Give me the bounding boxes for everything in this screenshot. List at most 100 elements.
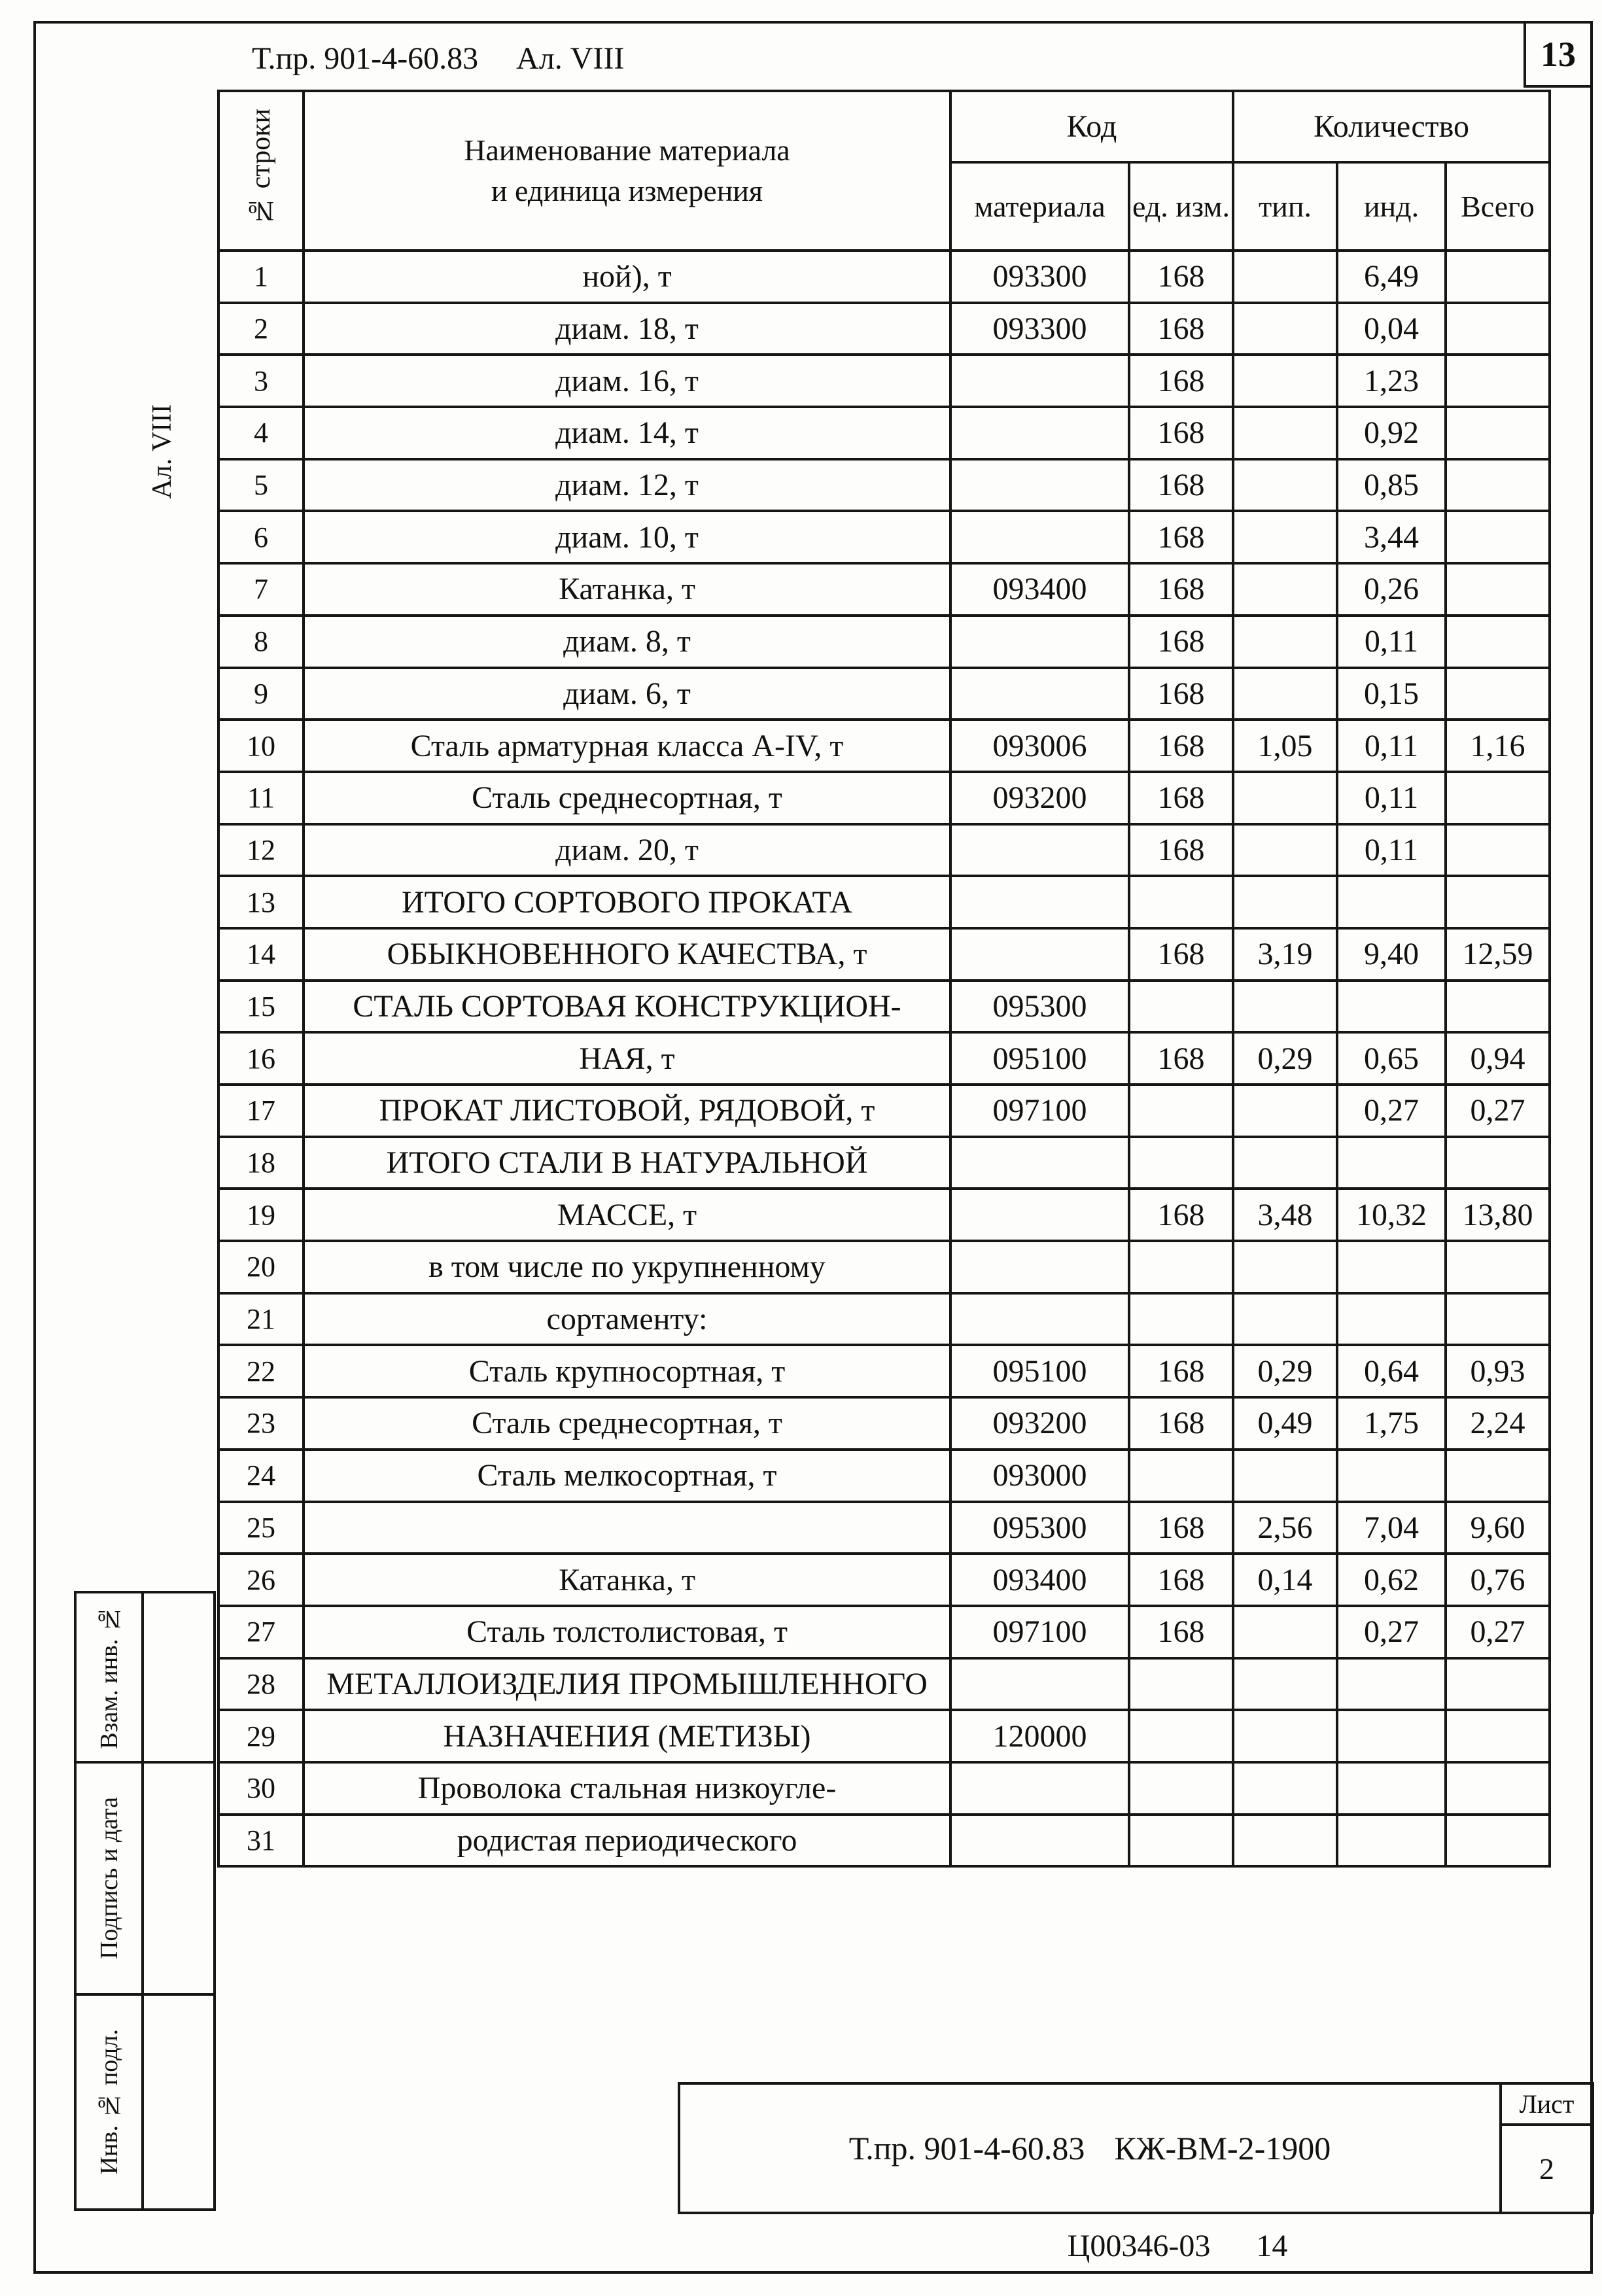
stamp-value-vzam — [144, 1593, 213, 1764]
qty-tip: 1,05 — [1232, 718, 1339, 773]
qty-tip: 0,49 — [1232, 1396, 1339, 1451]
qty-ind: 0,64 — [1336, 1344, 1448, 1399]
row-number: 19 — [217, 1187, 305, 1243]
qty-total: 0,93 — [1444, 1344, 1552, 1399]
table-row: 8 диам. 8, т 168 0,11 — [217, 614, 1552, 669]
stamp-label-podpis: Подпись и дата — [77, 1764, 144, 1996]
table-row: 1 ной), т 093300 168 6,49 — [217, 249, 1552, 304]
qty-total — [1444, 1709, 1552, 1764]
row-number: 13 — [217, 875, 305, 930]
material-code — [949, 1813, 1130, 1868]
qty-tip — [1232, 1448, 1339, 1503]
qty-ind — [1336, 1709, 1448, 1764]
row-number: 12 — [217, 822, 305, 878]
table-row: 24 Сталь мелкосортная, т 093000 — [217, 1448, 1552, 1503]
col-header-material-code: материала — [949, 161, 1130, 252]
footer-caption: Ц00346-03 14 — [949, 2228, 1406, 2264]
col-group-code: Код — [949, 90, 1235, 164]
table-row: 30 Проволока стальная низкоугле- — [217, 1760, 1552, 1816]
material-name: ной), т — [302, 249, 952, 304]
material-code — [949, 926, 1130, 982]
material-name: НАЗНАЧЕНИЯ (МЕТИЗЫ) — [302, 1709, 952, 1764]
table-row: 3 диам. 16, т 168 1,23 — [217, 353, 1552, 409]
material-name: Сталь среднесортная, т — [302, 770, 952, 826]
qty-total — [1444, 1240, 1552, 1295]
material-code: 120000 — [949, 1709, 1130, 1764]
unit-code — [1127, 1656, 1235, 1712]
material-name — [302, 1500, 952, 1556]
qty-tip — [1232, 1709, 1339, 1764]
qty-tip — [1232, 1604, 1339, 1660]
table-row: 5 диам. 12, т 168 0,85 — [217, 457, 1552, 513]
table-row: 20 в том числе по укрупненному — [217, 1240, 1552, 1295]
material-name: сортаменту: — [302, 1291, 952, 1347]
material-name: диам. 8, т — [302, 614, 952, 669]
unit-code — [1127, 1240, 1235, 1295]
col-header-total: Всего — [1444, 161, 1552, 252]
table-row: 28 МЕТАЛЛОИЗДЕЛИЯ ПРОМЫШЛЕННОГО — [217, 1656, 1552, 1712]
row-number: 29 — [217, 1709, 305, 1764]
qty-tip: 0,29 — [1232, 1031, 1339, 1086]
table-row: 10 Сталь арматурная класса А-IV, т 09300… — [217, 718, 1552, 773]
qty-tip — [1232, 822, 1339, 878]
qty-total — [1444, 822, 1552, 878]
unit-code: 168 — [1127, 249, 1235, 304]
qty-ind: 0,11 — [1336, 770, 1448, 826]
material-name: ИТОГО СТАЛИ В НАТУРАЛЬНОЙ — [302, 1135, 952, 1191]
qty-ind — [1336, 979, 1448, 1034]
unit-code: 168 — [1127, 666, 1235, 722]
unit-code: 168 — [1127, 1604, 1235, 1660]
title-block-code: КЖ-ВМ-2-1900 — [1114, 2130, 1331, 2166]
qty-total — [1444, 1135, 1552, 1191]
qty-tip — [1232, 875, 1339, 930]
qty-total — [1444, 1760, 1552, 1816]
material-name: в том числе по укрупненному — [302, 1240, 952, 1295]
stamp-label-vzam-text: Взам. инв. № — [95, 1605, 123, 1749]
unit-code: 168 — [1127, 353, 1235, 409]
qty-tip: 2,56 — [1232, 1500, 1339, 1556]
qty-tip — [1232, 979, 1339, 1034]
unit-code — [1127, 1291, 1235, 1347]
qty-tip — [1232, 666, 1339, 722]
col-header-tip: тип. — [1232, 161, 1339, 252]
qty-tip — [1232, 249, 1339, 304]
qty-ind: 0,65 — [1336, 1031, 1448, 1086]
eskd-stamp-block: Взам. инв. № Подпись и дата Инв. № подл. — [74, 1591, 216, 2211]
qty-ind: 10,32 — [1336, 1187, 1448, 1243]
qty-tip: 0,29 — [1232, 1344, 1339, 1399]
qty-total — [1444, 770, 1552, 826]
qty-tip — [1232, 1813, 1339, 1868]
material-name: Проволока стальная низкоугле- — [302, 1760, 952, 1816]
unit-code: 168 — [1127, 1396, 1235, 1451]
unit-code: 168 — [1127, 457, 1235, 513]
qty-total — [1444, 875, 1552, 930]
qty-ind: 0,15 — [1336, 666, 1448, 722]
qty-total: 13,80 — [1444, 1187, 1552, 1243]
qty-ind: 0,62 — [1336, 1552, 1448, 1607]
row-number: 7 — [217, 562, 305, 617]
material-name: МАССЕ, т — [302, 1187, 952, 1243]
material-code — [949, 1135, 1130, 1191]
qty-tip: 0,14 — [1232, 1552, 1339, 1607]
unit-code: 168 — [1127, 1344, 1235, 1399]
row-number: 3 — [217, 353, 305, 409]
material-name: Сталь мелкосортная, т — [302, 1448, 952, 1503]
qty-ind: 0,85 — [1336, 457, 1448, 513]
document-header: Т.пр. 901-4-60.83 Ал. VIII — [252, 41, 624, 77]
footer-number: 14 — [1256, 2229, 1288, 2263]
material-code — [949, 666, 1130, 722]
material-name: Сталь толстолистовая, т — [302, 1604, 952, 1660]
unit-code — [1127, 1135, 1235, 1191]
stamp-label-inv: Инв. № подл. — [77, 1996, 144, 2208]
material-code — [949, 822, 1130, 878]
qty-ind: 0,92 — [1336, 406, 1448, 461]
stamp-label-vzam: Взам. инв. № — [77, 1593, 144, 1764]
qty-ind: 3,44 — [1336, 510, 1448, 565]
table-row: 7 Катанка, т 093400 168 0,26 — [217, 562, 1552, 617]
row-number: 22 — [217, 1344, 305, 1399]
qty-total — [1444, 1448, 1552, 1503]
material-name: Сталь среднесортная, т — [302, 1396, 952, 1451]
material-code — [949, 510, 1130, 565]
qty-ind — [1336, 1448, 1448, 1503]
